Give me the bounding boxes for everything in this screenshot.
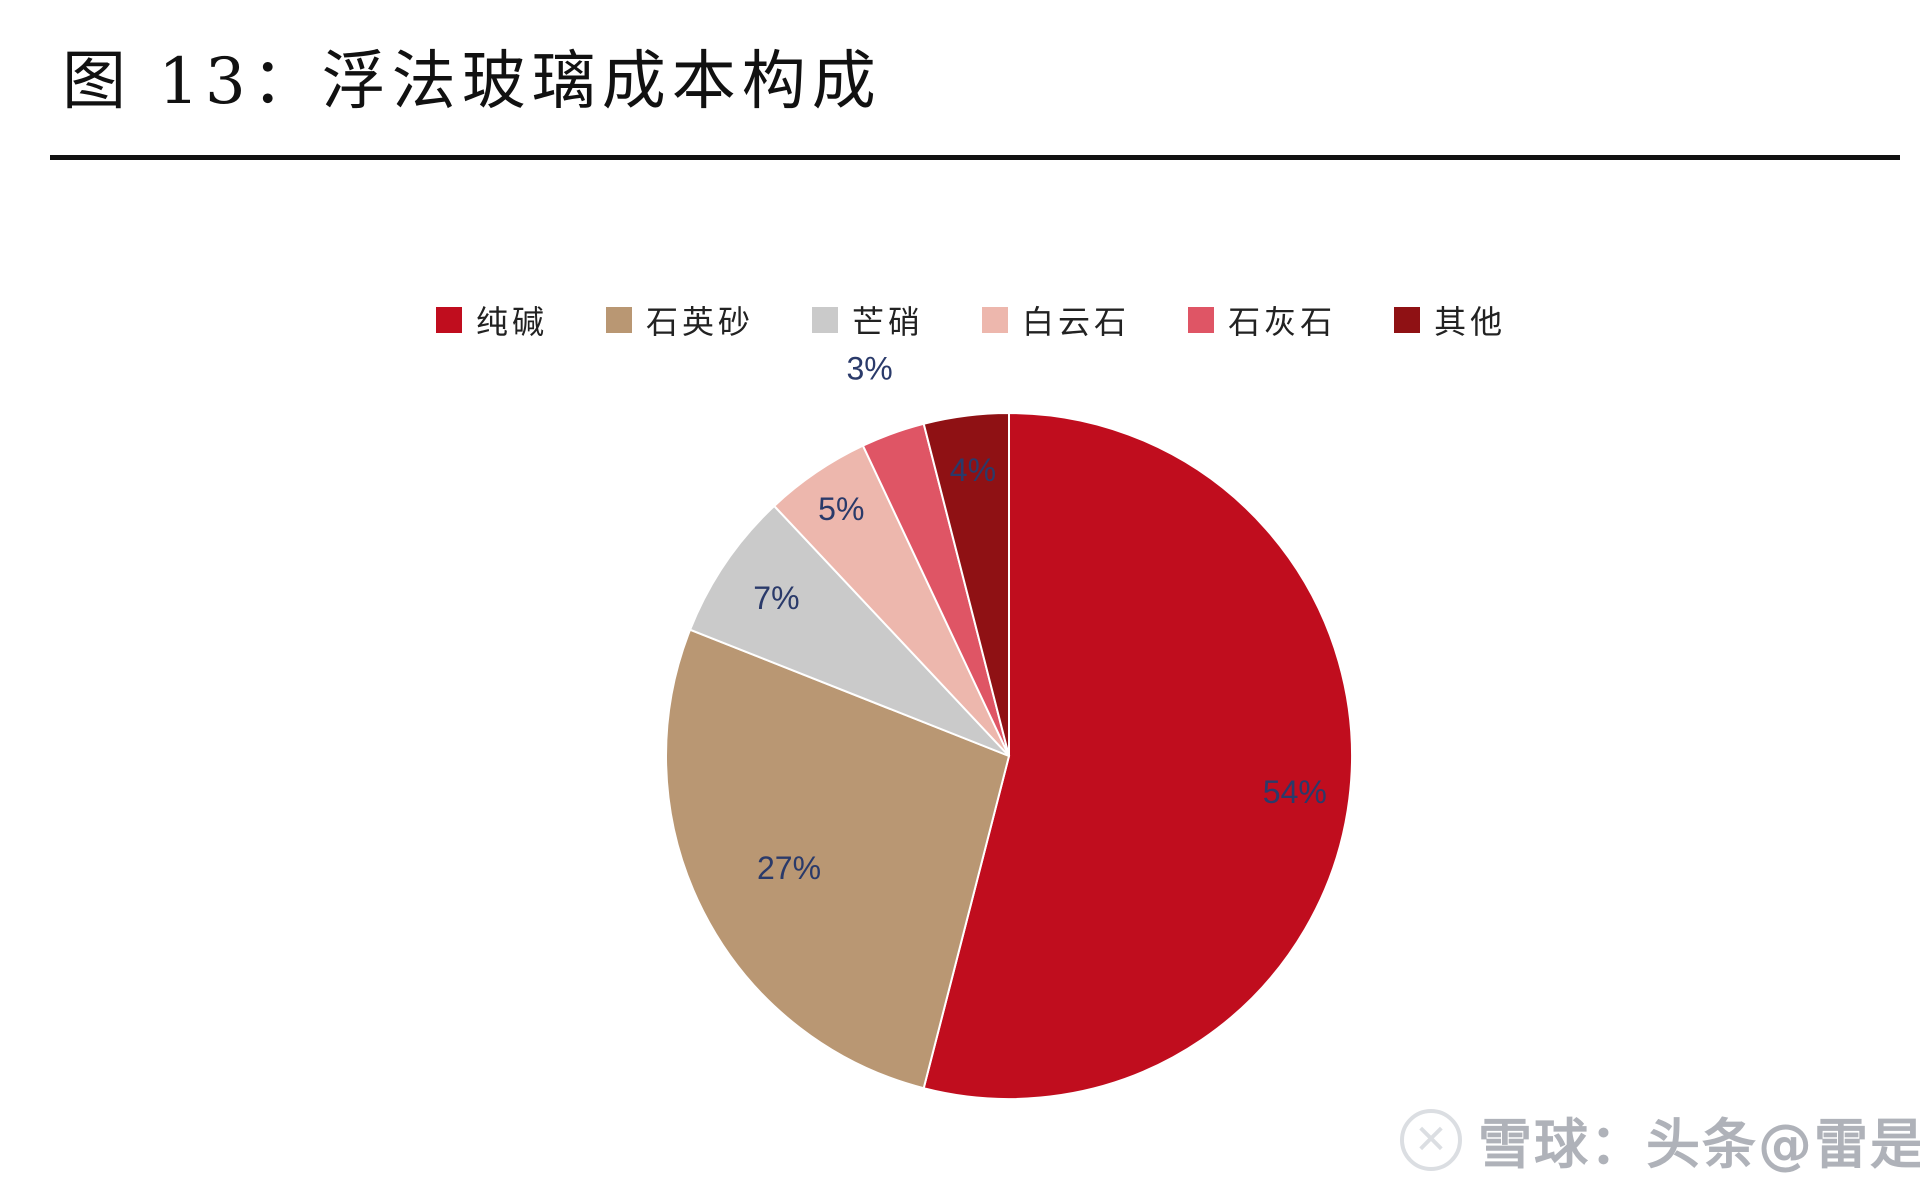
pie-slice <box>922 411 1354 1100</box>
legend-swatch <box>606 307 633 333</box>
legend-swatch <box>436 307 462 333</box>
title-divider <box>50 155 1900 160</box>
slice-value-label: 54% <box>1263 774 1327 810</box>
legend-label: 石英砂 <box>646 303 755 341</box>
pie-slice <box>665 628 1011 1090</box>
watermark: ✕ 雪球：头条@雷是 <box>1400 1100 1920 1179</box>
legend-item: 石灰石 <box>1188 297 1336 343</box>
legend-item: 纯碱 <box>436 297 548 343</box>
legend-swatch <box>1394 307 1421 333</box>
watermark-text: 雪球：头条@雷是 <box>1478 1113 1920 1176</box>
legend-label: 白云石 <box>1022 303 1131 341</box>
legend-swatch <box>812 307 839 333</box>
legend-label: 纯碱 <box>476 303 549 341</box>
pie-slice <box>922 411 1010 757</box>
legend-item: 白云石 <box>982 297 1130 343</box>
pie-slice <box>688 504 1010 757</box>
legend-label: 芒硝 <box>852 303 925 341</box>
slice-value-label: 4% <box>950 452 996 488</box>
xueqiu-logo-icon: ✕ <box>1400 1108 1462 1171</box>
chart-legend: 纯碱 石英砂 芒硝 白云石 石灰石 其他 <box>436 298 1506 342</box>
legend-item: 芒硝 <box>812 297 924 343</box>
slice-value-label: 27% <box>757 850 821 886</box>
legend-item: 石英砂 <box>606 297 754 343</box>
legend-swatch <box>982 307 1009 333</box>
legend-label: 石灰石 <box>1228 303 1337 341</box>
slice-value-label: 7% <box>753 580 799 616</box>
slice-value-label: 5% <box>818 491 864 527</box>
legend-swatch <box>1188 307 1215 333</box>
legend-label: 其他 <box>1434 303 1507 341</box>
slice-value-label: 3% <box>846 351 892 387</box>
page-title: 图 13：浮法玻璃成本构成 <box>62 45 882 119</box>
legend-item: 其他 <box>1394 297 1506 343</box>
